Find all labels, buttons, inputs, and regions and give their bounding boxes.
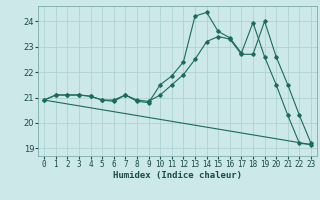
- X-axis label: Humidex (Indice chaleur): Humidex (Indice chaleur): [113, 171, 242, 180]
